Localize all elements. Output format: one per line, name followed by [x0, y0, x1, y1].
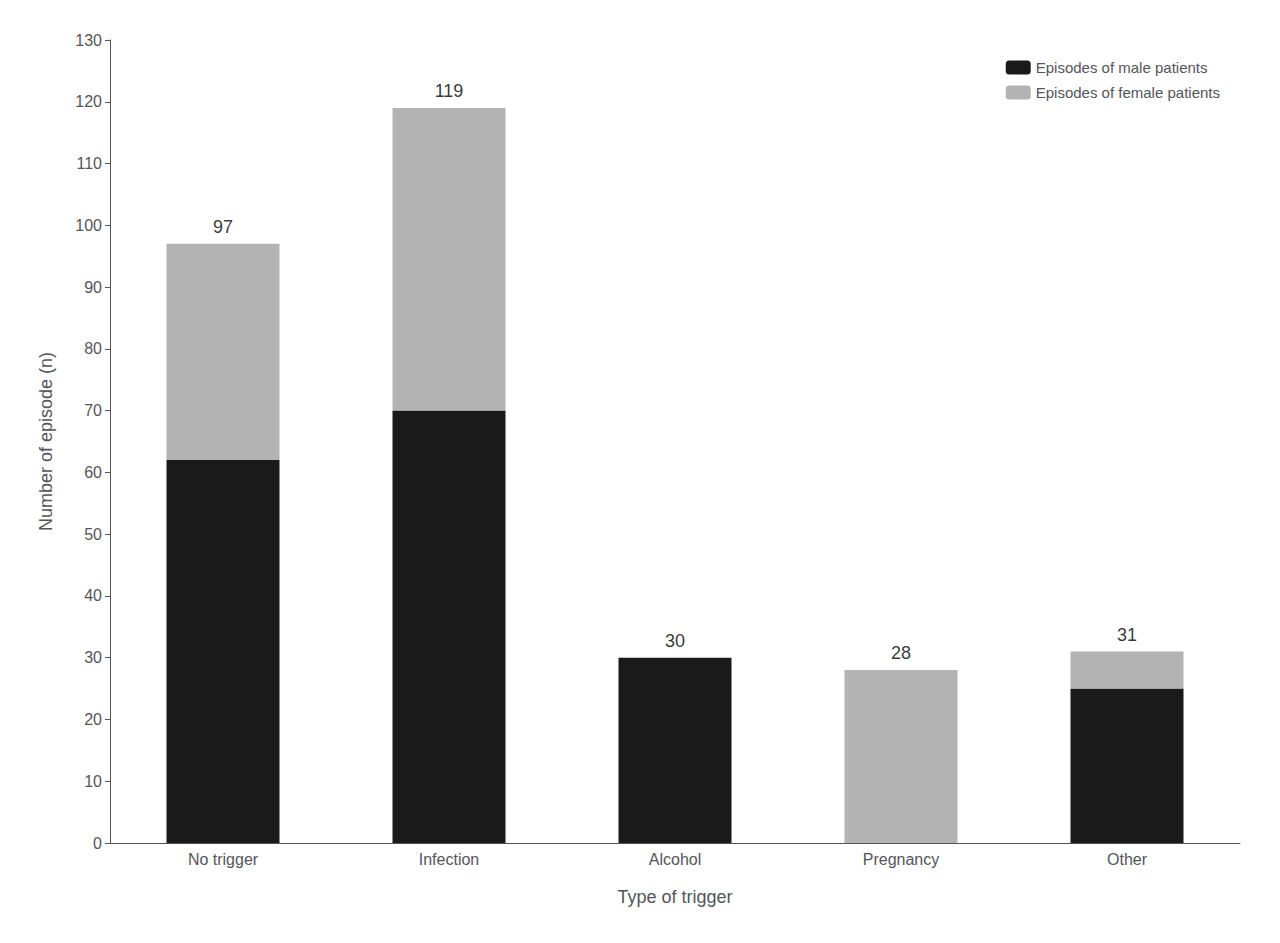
- svg-text:Type of trigger: Type of trigger: [617, 887, 732, 907]
- svg-text:20: 20: [84, 711, 102, 728]
- svg-text:Number of episode (n): Number of episode (n): [36, 352, 56, 531]
- svg-text:Alcohol: Alcohol: [649, 851, 701, 868]
- svg-text:120: 120: [75, 93, 102, 110]
- svg-text:Episodes of female patients: Episodes of female patients: [1036, 84, 1220, 101]
- svg-text:10: 10: [84, 773, 102, 790]
- svg-text:40: 40: [84, 587, 102, 604]
- svg-text:90: 90: [84, 279, 102, 296]
- svg-text:70: 70: [84, 402, 102, 419]
- svg-text:50: 50: [84, 526, 102, 543]
- svg-text:Infection: Infection: [419, 851, 479, 868]
- svg-text:30: 30: [665, 631, 685, 651]
- svg-text:130: 130: [75, 32, 102, 49]
- svg-text:Episodes of male patients: Episodes of male patients: [1036, 59, 1208, 76]
- svg-text:28: 28: [891, 643, 911, 663]
- svg-text:31: 31: [1117, 625, 1137, 645]
- svg-text:30: 30: [84, 649, 102, 666]
- svg-text:110: 110: [76, 155, 102, 172]
- svg-text:100: 100: [75, 217, 102, 234]
- svg-text:No trigger: No trigger: [188, 851, 259, 868]
- svg-text:0: 0: [93, 835, 102, 852]
- svg-text:60: 60: [84, 464, 102, 481]
- svg-text:80: 80: [84, 340, 102, 357]
- svg-text:97: 97: [213, 217, 233, 237]
- svg-text:Other: Other: [1107, 851, 1148, 868]
- svg-text:119: 119: [435, 81, 464, 101]
- svg-text:Pregnancy: Pregnancy: [863, 851, 940, 868]
